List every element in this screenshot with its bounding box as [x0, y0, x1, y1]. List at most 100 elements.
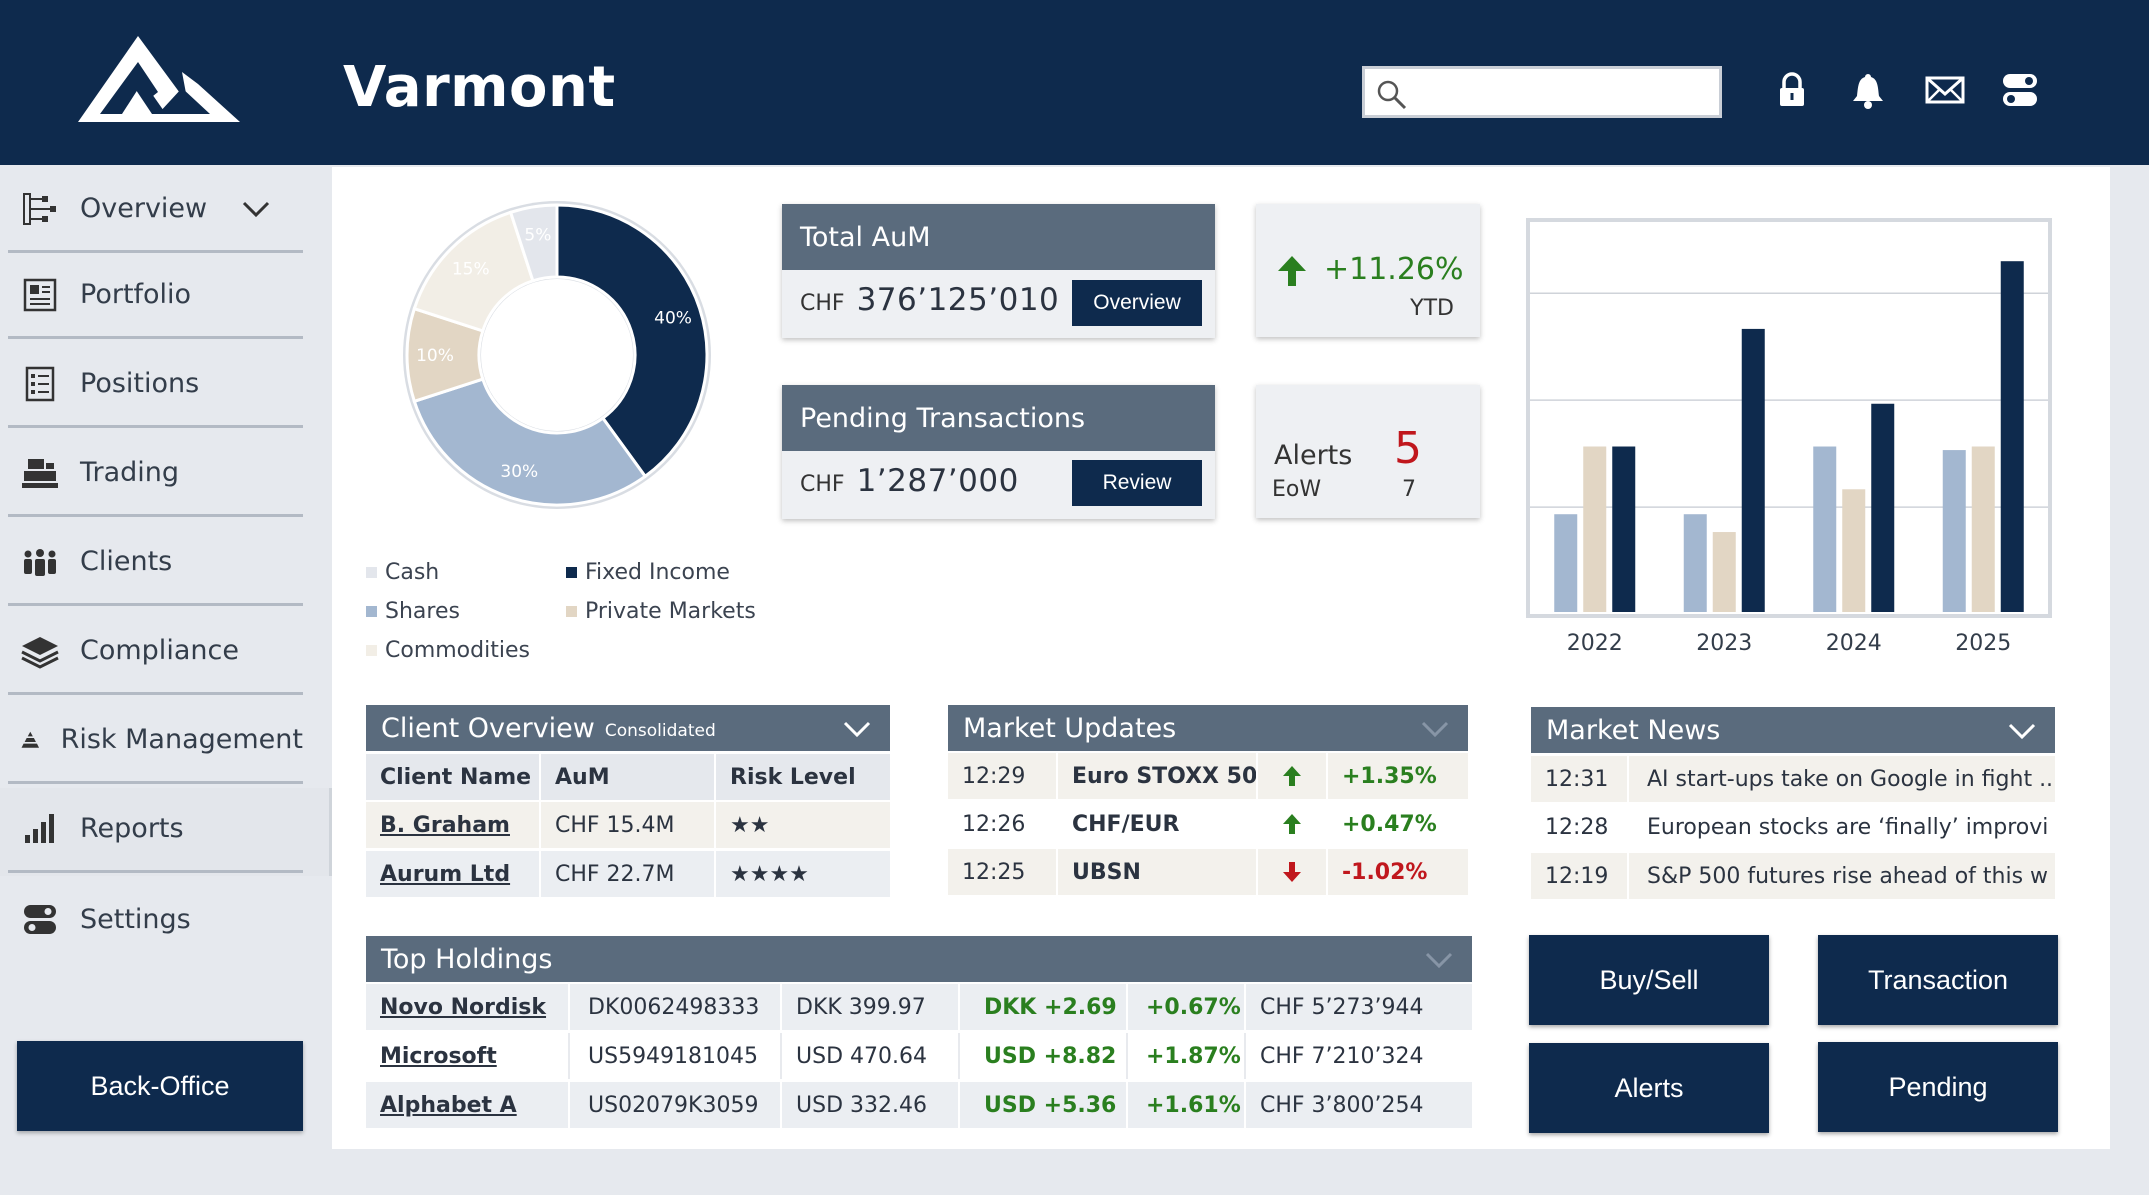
- bar-2025-series-2[interactable]: [1971, 446, 1995, 612]
- holding-value: CHF 5’273’944: [1260, 994, 1424, 1020]
- bar-2024-series-3[interactable]: [1871, 403, 1895, 612]
- client-table-header: Client Name AuM Risk Level: [366, 754, 890, 800]
- news-row[interactable]: 12:19 S&P 500 futures rise ahead of this…: [1531, 853, 2055, 899]
- pending-currency: CHF: [800, 472, 845, 497]
- pending-value: 1’287’000: [856, 463, 1019, 499]
- pending-button[interactable]: Pending: [1818, 1042, 2058, 1132]
- chevron-down-icon[interactable]: [2007, 721, 2037, 741]
- bar-2023-series-3[interactable]: [1741, 328, 1765, 612]
- overview-button[interactable]: Overview: [1072, 280, 1202, 326]
- chevron-down-icon[interactable]: [241, 199, 271, 219]
- sidebar-item-clients[interactable]: Clients: [8, 520, 303, 606]
- sidebar-item-risk-management[interactable]: Risk Management: [8, 698, 303, 784]
- bar-2023-series-2[interactable]: [1712, 532, 1736, 612]
- chevron-down-icon[interactable]: [1424, 950, 1454, 970]
- search-input[interactable]: [1417, 75, 1712, 111]
- search-box[interactable]: [1362, 66, 1722, 118]
- news-headline[interactable]: S&P 500 futures rise ahead of this w ...: [1647, 863, 2055, 889]
- alerts-button[interactable]: Alerts: [1529, 1043, 1769, 1133]
- table-row[interactable]: Microsoft US5949181045 USD 470.64 USD +8…: [366, 1033, 1472, 1079]
- holding-isin: US5949181045: [570, 1033, 782, 1079]
- donut-slice-shares[interactable]: [412, 377, 648, 507]
- client-aum: CHF 15.4M: [541, 802, 716, 848]
- sidebar-item-compliance[interactable]: Compliance: [8, 609, 303, 695]
- holding-link[interactable]: Microsoft: [380, 1043, 497, 1069]
- bell-icon[interactable]: [1848, 70, 1888, 110]
- news-row[interactable]: 12:28 European stocks are ‘finally’ impr…: [1531, 804, 2055, 850]
- chevron-down-icon[interactable]: [1420, 719, 1450, 739]
- table-row[interactable]: 12:29 Euro STOXX 50 +1.35%: [948, 753, 1468, 799]
- settings-toggle-icon: [24, 905, 56, 934]
- bar-2024-series-2[interactable]: [1842, 489, 1866, 612]
- sidebar-item-settings[interactable]: Settings: [8, 876, 303, 962]
- sidebar-item-trading[interactable]: Trading: [8, 431, 303, 517]
- table-row[interactable]: Alphabet A US02079K3059 USD 332.46 USD +…: [366, 1082, 1472, 1128]
- news-time: 12:31: [1531, 756, 1629, 802]
- legend-label: Fixed Income: [585, 560, 730, 585]
- sidebar-item-label: Compliance: [80, 635, 239, 666]
- alerts-card[interactable]: Alerts 5 EoW 7: [1256, 385, 1480, 518]
- bar-2025-series-3[interactable]: [2000, 261, 2024, 612]
- holding-link[interactable]: Novo Nordisk: [380, 994, 547, 1020]
- market-updates-header: Market Updates: [948, 705, 1468, 751]
- review-button[interactable]: Review: [1072, 460, 1202, 506]
- ytd-value: +11.26%: [1324, 252, 1464, 287]
- ytd-label: YTD: [1410, 296, 1454, 321]
- top-bar: Varmont: [0, 0, 2149, 165]
- table-row[interactable]: 12:25 UBSN -1.02%: [948, 849, 1468, 895]
- sidebar-item-reports[interactable]: Reports: [8, 787, 303, 873]
- back-office-button[interactable]: Back-Office: [17, 1041, 303, 1131]
- table-row[interactable]: Aurum Ltd CHF 22.7M ★★★★: [366, 851, 890, 897]
- table-row[interactable]: Novo Nordisk DK0062498333 DKK 399.97 DKK…: [366, 984, 1472, 1030]
- top-holdings-header: Top Holdings: [366, 936, 1472, 982]
- transaction-button[interactable]: Transaction: [1818, 935, 2058, 1025]
- buy-sell-button[interactable]: Buy/Sell: [1529, 935, 1769, 1025]
- lock-icon[interactable]: [1772, 70, 1812, 110]
- layers-icon: [21, 636, 59, 669]
- client-overview-header: Client Overview Consolidated: [366, 705, 890, 751]
- news-headline[interactable]: AI start-ups take on Google in fight ...: [1647, 766, 2055, 792]
- sidebar-item-label: Settings: [80, 903, 191, 935]
- bar-2024-series-1[interactable]: [1813, 446, 1837, 612]
- bar-2022-series-2[interactable]: [1583, 446, 1607, 612]
- client-link[interactable]: B. Graham: [380, 812, 510, 838]
- holding-isin: DK0062498333: [570, 984, 782, 1030]
- holding-link[interactable]: Alphabet A: [380, 1092, 517, 1118]
- sidebar-item-label: Clients: [80, 546, 173, 577]
- bar-2022-series-3[interactable]: [1612, 446, 1636, 612]
- news-headline[interactable]: European stocks are ‘finally’ improvi ..…: [1647, 814, 2055, 840]
- donut-slice-cash[interactable]: [508, 203, 559, 283]
- legend-swatch: [566, 606, 577, 617]
- holding-value: CHF 3’800’254: [1260, 1092, 1424, 1118]
- bar-2022-series-1[interactable]: [1554, 514, 1578, 612]
- alerts-label: Alerts: [1274, 440, 1353, 471]
- client-aum: CHF 22.7M: [541, 851, 716, 897]
- sidebar-item-overview[interactable]: Overview: [8, 167, 303, 253]
- donut-label-cash: 5%: [524, 226, 551, 246]
- toggle-icon[interactable]: [2000, 70, 2040, 110]
- holding-abs-change: DKK +2.69: [960, 984, 1128, 1030]
- news-time: 12:28: [1531, 804, 1629, 850]
- chevron-down-icon[interactable]: [842, 719, 872, 739]
- legend-swatch: [366, 606, 377, 617]
- instrument-name: UBSN: [1058, 849, 1258, 895]
- top-holdings-title: Top Holdings: [381, 943, 553, 975]
- client-link[interactable]: Aurum Ltd: [380, 861, 511, 887]
- bar-2023-series-1[interactable]: [1683, 514, 1707, 612]
- bar-2025-series-1[interactable]: [1942, 450, 1966, 612]
- people-icon: [24, 548, 56, 576]
- donut-slice-fixed-income[interactable]: [555, 203, 709, 479]
- mountain-logo-icon[interactable]: [78, 34, 240, 124]
- table-row[interactable]: 12:26 CHF/EUR +0.47%: [948, 801, 1468, 847]
- sidebar-item-portfolio[interactable]: Portfolio: [8, 253, 303, 339]
- search-icon: [1377, 80, 1407, 110]
- table-row[interactable]: B. Graham CHF 15.4M ★★: [366, 802, 890, 848]
- legend-label: Commodities: [385, 638, 530, 663]
- news-row[interactable]: 12:31 AI start-ups take on Google in fig…: [1531, 756, 2055, 802]
- mail-icon[interactable]: [1924, 70, 1966, 110]
- sidebar-item-positions[interactable]: Positions: [8, 342, 303, 428]
- donut-label-fixed-income: 40%: [654, 308, 692, 328]
- legend-cash: Cash: [366, 560, 439, 585]
- change-value: +1.35%: [1342, 763, 1437, 789]
- market-news-header: Market News: [1531, 707, 2055, 753]
